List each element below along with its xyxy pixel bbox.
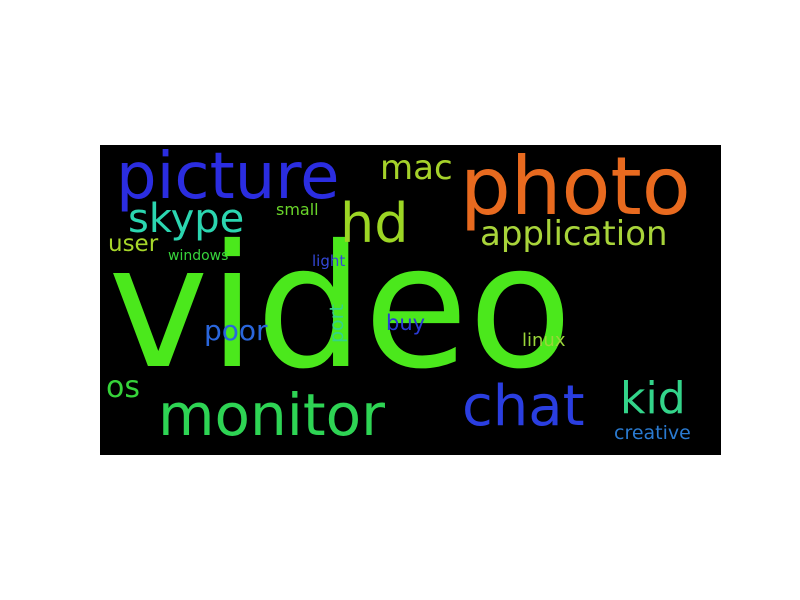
- word-picture: picture: [116, 145, 340, 214]
- word-chat: chat: [462, 374, 585, 439]
- word-os: os: [106, 370, 140, 405]
- word-linux: linux: [522, 330, 566, 351]
- word-hd: hd: [340, 192, 409, 255]
- word-monitor: monitor: [158, 381, 385, 449]
- word-cloud: video photo picture mac hd skype small a…: [100, 145, 721, 455]
- word-kid: kid: [620, 373, 686, 424]
- word-photo: photo: [460, 145, 691, 233]
- word-user: user: [108, 231, 159, 257]
- word-small: small: [276, 200, 319, 219]
- word-skype: skype: [128, 196, 245, 242]
- word-application: application: [480, 214, 668, 254]
- word-poor: poor: [204, 314, 268, 347]
- word-mac: mac: [380, 148, 453, 188]
- word-windows: windows: [168, 248, 229, 264]
- word-port: port: [326, 304, 348, 343]
- word-video: video: [108, 209, 573, 407]
- word-buy: buy: [386, 311, 426, 335]
- word-light: light: [312, 252, 346, 270]
- word-creative: creative: [614, 422, 691, 444]
